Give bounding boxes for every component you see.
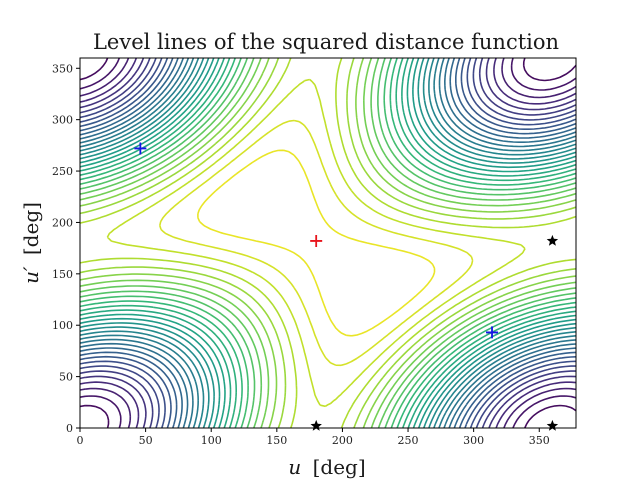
- contour-level: [80, 58, 576, 428]
- x-tick-label: 0: [77, 434, 84, 447]
- saddle-plus-marker: [486, 326, 499, 339]
- contour-level: [80, 58, 576, 428]
- y-tick-label: 200: [52, 216, 73, 229]
- contour-level: [80, 58, 576, 428]
- minimum-star-marker: [310, 419, 322, 431]
- y-tick-label: 250: [52, 165, 73, 178]
- contour-level: [80, 58, 576, 428]
- minimum-star-marker: [546, 234, 559, 246]
- contour-level: [80, 58, 576, 428]
- y-tick-label: 0: [66, 422, 73, 435]
- y-tick-label: 150: [52, 268, 73, 281]
- x-tick-label: 250: [398, 434, 419, 447]
- contour-level: [159, 119, 474, 367]
- contour-level: [80, 58, 576, 428]
- contour-level: [80, 58, 576, 428]
- contour-level: [80, 58, 576, 428]
- contour-level: [80, 58, 576, 428]
- contour-level: [80, 58, 576, 428]
- x-axis-symbol: u: [288, 455, 301, 479]
- y-axis-symbol: u′: [19, 266, 43, 284]
- x-tick-label: 200: [332, 434, 353, 447]
- y-axis-unit: [deg]: [19, 202, 43, 255]
- x-tick-label: 350: [529, 434, 550, 447]
- y-axis-label: u′ [deg]: [19, 202, 43, 284]
- special-points: [134, 142, 559, 431]
- contour-level: [80, 58, 576, 428]
- contour-level: [80, 58, 576, 428]
- contour-level: [80, 58, 576, 428]
- x-tick-label: 150: [266, 434, 287, 447]
- y-axis-ticks: 0 50 100 150 200 250 300 350: [52, 62, 80, 435]
- chart-title: Level lines of the squared distance func…: [93, 30, 559, 54]
- y-tick-label: 100: [52, 319, 73, 332]
- contour-level: [80, 58, 576, 428]
- x-axis-ticks: 0 50 100 150 200 250 300 350: [77, 428, 550, 447]
- contour-level: [80, 58, 576, 428]
- x-axis-label: u [deg]: [288, 455, 365, 479]
- y-tick-label: 300: [52, 114, 73, 127]
- contour-level: [80, 58, 576, 428]
- x-tick-label: 100: [201, 434, 222, 447]
- x-tick-label: 300: [463, 434, 484, 447]
- x-tick-label: 50: [139, 434, 153, 447]
- y-tick-label: 50: [59, 371, 73, 384]
- contour-level: [80, 58, 576, 428]
- contour-level: [106, 78, 526, 408]
- contour-level: [197, 149, 436, 337]
- saddle-plus-marker: [134, 142, 147, 155]
- maximum-plus-marker: [310, 234, 323, 247]
- plot-frame: [79, 57, 577, 429]
- contour-level: [80, 58, 576, 428]
- contour-level: [80, 58, 576, 428]
- contour-level: [80, 58, 576, 428]
- contour-level: [80, 58, 576, 428]
- contour-level: [80, 58, 576, 428]
- contour-level: [80, 58, 576, 428]
- contour-lines: [80, 58, 576, 428]
- contour-level: [80, 58, 576, 428]
- minimum-star-marker: [546, 419, 559, 431]
- contour-level: [80, 58, 576, 428]
- contour-level: [80, 58, 576, 428]
- contour-level: [80, 58, 576, 428]
- x-axis-unit: [deg]: [313, 455, 366, 479]
- contour-level: [80, 58, 576, 428]
- y-tick-label: 350: [52, 62, 73, 75]
